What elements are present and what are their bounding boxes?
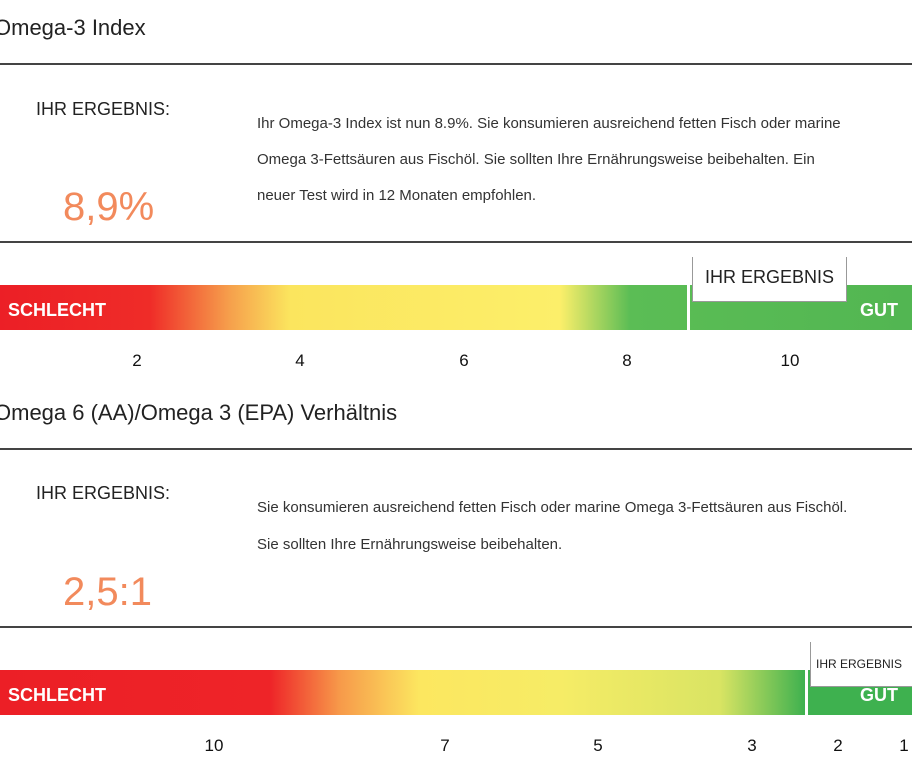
scale-tick: 5 [593,736,603,755]
scale-tick: 2 [833,736,843,755]
result-label: IHR ERGEBNIS: [36,99,171,119]
scale-good-label: GUT [860,685,898,705]
divider [0,63,912,65]
divider [0,241,912,243]
description-line: Omega 3-Fettsäuren aus Fischöl. Sie soll… [257,151,815,168]
scale-tick: 3 [747,736,757,755]
description-line: Sie sollten Ihre Ernährungsweise beibeha… [257,536,563,553]
scale-tick: 10 [204,736,224,755]
scale-threshold [687,285,690,330]
scale-tick: 7 [440,736,450,755]
scale-bad-label: SCHLECHT [8,300,106,320]
result-value: 8,9% [63,185,155,229]
scale-bad-label: SCHLECHT [8,685,106,705]
section-title-omega3-index: Omega-3 Index [0,15,146,40]
scale-bar [0,670,912,715]
scale-tick: 10 [780,351,800,370]
description-line: Ihr Omega-3 Index ist nun 8.9%. Sie kons… [257,115,841,132]
result-marker: IHR ERGEBNIS [810,642,912,687]
scale-good-label: GUT [860,300,898,320]
scale-tick: 1 [899,736,909,755]
result-label: IHR ERGEBNIS: [36,483,171,503]
scale-threshold [805,670,808,715]
description-line: Sie konsumieren ausreichend fetten Fisch… [257,499,848,516]
scale-tick: 8 [622,351,632,370]
scale-tick: 4 [295,351,305,370]
scale-tick: 2 [132,351,142,370]
divider [0,626,912,628]
result-marker: IHR ERGEBNIS [692,257,847,302]
section-title-omega-ratio: Omega 6 (AA)/Omega 3 (EPA) Verhältnis [0,400,398,425]
description-line: neuer Test wird in 12 Monaten empfohlen. [257,187,537,204]
scale-tick: 6 [459,351,469,370]
result-value: 2,5:1 [63,570,152,614]
divider [0,448,912,450]
